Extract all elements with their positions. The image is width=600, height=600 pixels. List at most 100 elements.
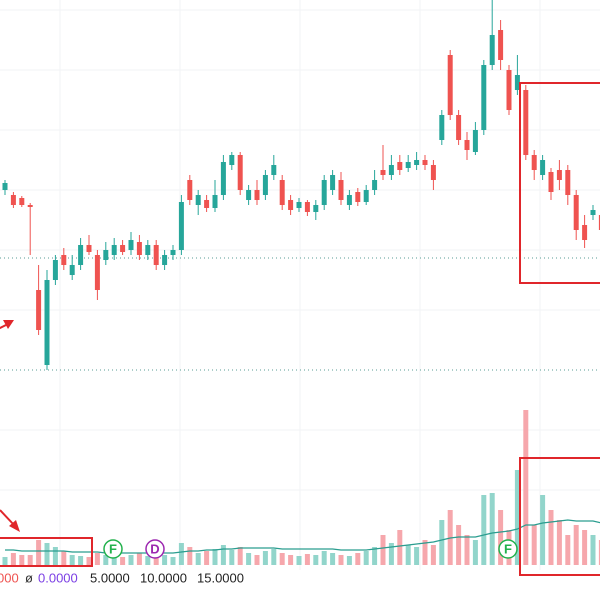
volume-bar (36, 540, 42, 565)
volume-bar (296, 556, 302, 565)
indicator-strip: F D F 000 ø 0.0000 5.0000 10.0000 15.0000 (0, 539, 518, 585)
candle-body (422, 160, 428, 165)
candle-body (212, 195, 218, 208)
candle-body (338, 180, 344, 200)
volume-bar (19, 555, 25, 565)
indicator-value: 5.0000 (90, 570, 130, 585)
volume-bar (397, 530, 403, 565)
volume-bar (481, 495, 487, 565)
volume-bar (422, 540, 428, 565)
volume-bar (514, 470, 520, 565)
candle-body (69, 265, 75, 275)
candle-body (229, 155, 235, 165)
volume-bar (136, 553, 142, 565)
candle-body (481, 65, 487, 130)
indicator-value: 000 (0, 570, 19, 585)
candle-body (145, 245, 151, 255)
candle-body (61, 255, 67, 265)
volume-bar (338, 555, 344, 565)
volume-bar (313, 555, 319, 565)
candle-body (178, 202, 184, 250)
volume-bar (44, 543, 50, 565)
volume-bar (523, 410, 529, 565)
volume-bar (321, 551, 327, 565)
volume-bar (464, 535, 470, 565)
candle-body (498, 30, 504, 60)
event-label: F (504, 541, 512, 556)
candle-body (128, 240, 134, 250)
volume-bar (430, 545, 436, 565)
volume-bar (372, 547, 378, 565)
candle-body (52, 260, 58, 280)
volume-bar (69, 555, 75, 565)
candle-body (372, 180, 378, 190)
volume-bar (363, 551, 369, 565)
candle-body (523, 90, 529, 155)
candle-body (296, 202, 302, 208)
indicator-value: 0.0000 (38, 570, 78, 585)
candle-body (414, 160, 420, 165)
candle-body (405, 162, 411, 168)
candle-body (10, 195, 16, 205)
candle-body (170, 250, 176, 255)
candle-body (86, 245, 92, 252)
candle-body (237, 155, 243, 190)
event-label: F (109, 541, 117, 556)
candle-body (598, 215, 600, 230)
volume-bar (61, 551, 67, 565)
arrow (0, 509, 15, 526)
candle-body (363, 190, 369, 202)
volume-bar (78, 556, 84, 565)
volume-bar (111, 556, 117, 565)
volume-bar (220, 545, 226, 565)
volume-bar (565, 535, 571, 565)
candle-body (120, 245, 126, 252)
highlight-box (519, 82, 600, 284)
arrow-head (3, 320, 14, 329)
candle-body (548, 172, 554, 192)
volume-bar (498, 510, 504, 565)
volume-bar (10, 553, 16, 565)
candle-body (514, 75, 520, 90)
volume-bar (540, 495, 546, 565)
candle-body (262, 175, 268, 195)
candle-body (204, 200, 210, 208)
candle-body (330, 175, 336, 190)
background-grid (0, 0, 600, 570)
candle-body (565, 170, 571, 195)
highlight-box (519, 457, 600, 576)
volume-bar (212, 549, 218, 565)
candle-body (355, 192, 361, 202)
volume-bar (590, 535, 596, 565)
candle-body (111, 245, 117, 255)
event-label: D (150, 541, 159, 556)
candle-body (36, 290, 42, 330)
volume-bar (304, 554, 310, 565)
candle-body (279, 180, 285, 205)
candle-body (531, 155, 537, 170)
candle-body (103, 250, 109, 260)
candle-body (313, 205, 319, 212)
candle-body (136, 242, 142, 255)
highlight-box (0, 537, 93, 567)
candle-body (346, 195, 352, 205)
candle-body (44, 280, 50, 365)
candle-body (271, 165, 277, 175)
volume-bar (472, 540, 478, 565)
candle-body (489, 35, 495, 65)
event-marker (498, 539, 518, 559)
volume-bar (162, 555, 168, 565)
volume-bar (388, 543, 394, 565)
volume-bar (582, 530, 588, 565)
volume-bar (556, 520, 562, 565)
candle-body (195, 195, 201, 205)
volume-bar (237, 547, 243, 565)
volume-bar (94, 553, 100, 565)
volume-bar (262, 551, 268, 565)
volume-bar (86, 557, 92, 565)
annotations (0, 82, 600, 576)
volume-bar (128, 555, 134, 565)
candle-body (556, 170, 562, 180)
candle-body (153, 245, 159, 265)
